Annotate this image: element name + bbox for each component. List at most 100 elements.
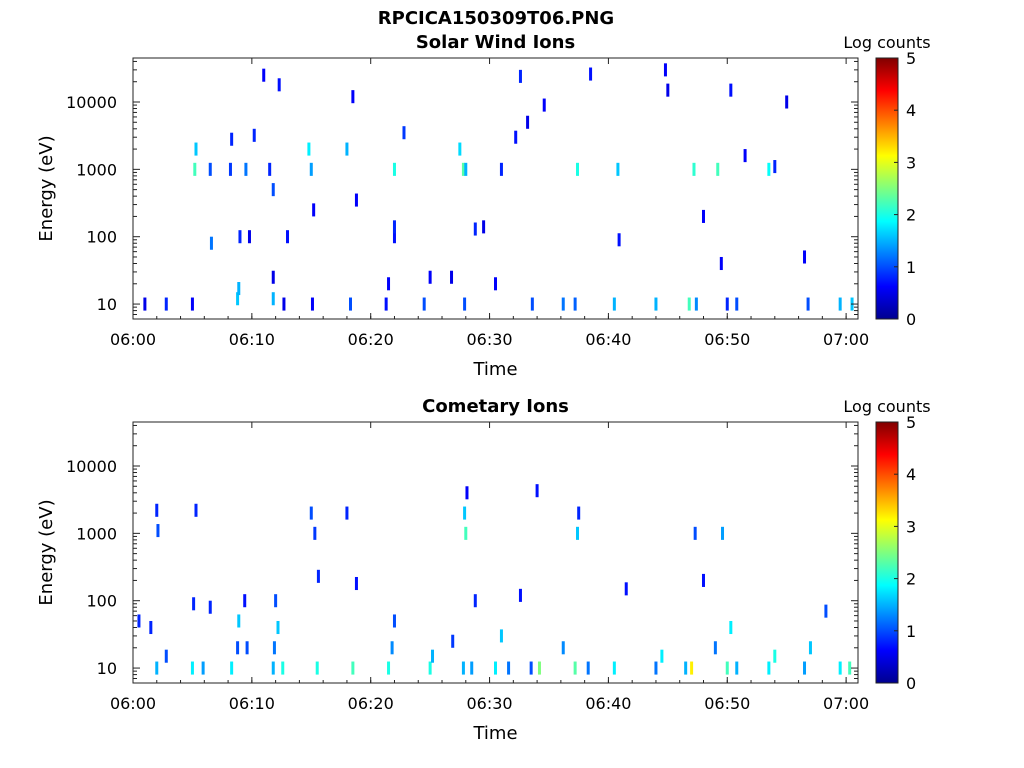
heatmap-cell (494, 277, 497, 291)
heatmap-cell (155, 503, 159, 517)
heatmap-cell (663, 63, 667, 77)
heatmap-cell (773, 160, 777, 174)
heatmap-cell (785, 95, 789, 109)
x-tick-label: 06:40 (585, 330, 631, 349)
heatmap-cell (624, 582, 628, 596)
heatmap-cell (561, 297, 565, 311)
heatmap-cell (542, 98, 546, 112)
heatmap-cell (190, 297, 194, 311)
heatmap-cell (617, 233, 621, 247)
heatmap-cell (576, 526, 580, 540)
colorbar (875, 421, 899, 684)
x-tick-label: 06:10 (229, 694, 275, 713)
heatmap-cell (309, 506, 313, 520)
figure-filename: RPCICA150309T06.PNG (378, 8, 614, 29)
heatmap-cell (838, 297, 842, 311)
heatmap-cell (315, 661, 319, 675)
heatmap-cell (245, 641, 249, 655)
heatmap-cell (573, 661, 577, 675)
heatmap-cell (164, 649, 168, 663)
heatmap-cell (701, 573, 705, 587)
heatmap-cell (518, 69, 522, 83)
heatmap-cell (262, 68, 266, 82)
colorbar-label: Log counts (843, 397, 930, 416)
heatmap-cell (351, 90, 355, 104)
heatmap-cell (271, 292, 275, 306)
heatmap-cell (307, 142, 311, 156)
heatmap-cell (349, 297, 352, 311)
colorbar-tick-label: 5 (906, 49, 916, 68)
heatmap-cell (271, 183, 275, 197)
heatmap-cell (156, 524, 160, 538)
heatmap-cell (803, 250, 807, 264)
heatmap-cell (838, 661, 842, 675)
heatmap-cell (684, 661, 688, 675)
heatmap-cell (354, 576, 358, 591)
colorbar-label: Log counts (843, 33, 930, 52)
heatmap-cell (576, 162, 580, 176)
heatmap-cell (392, 230, 396, 244)
y-axis-label: Energy (eV) (36, 135, 57, 241)
plot-frame (132, 421, 859, 684)
heatmap-cell (464, 526, 468, 540)
heatmap-cell (230, 661, 234, 675)
heatmap-cell (482, 220, 486, 234)
heatmap-cell (654, 297, 658, 311)
heatmap-cell (194, 142, 198, 156)
solar-wind-ions-panel: Solar Wind Ions 06:00 06:10 06:20 06:30 06:40… (36, 32, 931, 380)
heatmap-cell (507, 661, 511, 675)
colorbar (875, 57, 899, 320)
heatmap-cell (692, 162, 696, 176)
heatmap-cell (767, 661, 771, 675)
colorbar-tick-label: 4 (906, 101, 916, 120)
heatmap-cell (164, 297, 168, 311)
heatmap-cell (612, 661, 616, 675)
x-tick-label: 06:10 (229, 330, 275, 349)
x-tick-label: 06:40 (585, 694, 631, 713)
heatmap-cell (276, 620, 280, 635)
heatmap-cell (345, 506, 349, 520)
heatmap-cell (806, 297, 810, 311)
heatmap-cell (463, 506, 467, 520)
heatmap-cell (701, 209, 705, 223)
colorbar-tick-label: 5 (906, 413, 916, 432)
heatmap-cell (155, 661, 159, 675)
panel-title: Solar Wind Ions (416, 32, 575, 53)
heatmap-cell (277, 78, 281, 92)
heatmap-cell (316, 569, 320, 583)
x-axis-label: Time (472, 723, 517, 744)
y-tick-label: 1000 (76, 160, 117, 179)
heatmap-cell (589, 67, 593, 81)
heatmap-cell (345, 142, 349, 156)
heatmap-cell (526, 115, 530, 129)
x-tick-label: 06:50 (704, 694, 750, 713)
heatmap-cell (735, 661, 739, 675)
heatmap-cell (272, 641, 276, 655)
heatmap-cell (282, 297, 286, 311)
heatmap-cell (494, 661, 497, 675)
heatmap-cell (243, 594, 247, 608)
y-tick-label: 10000 (66, 457, 117, 476)
heatmap-cell (687, 297, 691, 311)
heatmap-cell (313, 526, 317, 540)
heatmap-cell (470, 661, 474, 675)
heatmap-cell (268, 162, 272, 176)
heatmap-cell (190, 661, 194, 675)
heatmap-cell (586, 661, 590, 675)
heatmap-cell (236, 292, 240, 306)
heatmap-cell (143, 297, 147, 311)
heatmap-cell (716, 162, 720, 176)
heatmap-cell (236, 641, 240, 655)
heatmap-cell (458, 142, 462, 156)
panel-title: Cometary Ions (422, 396, 569, 417)
heatmap-cell (694, 297, 698, 311)
heatmap-cell (463, 297, 467, 311)
heatmap-cell (577, 506, 581, 520)
y-axis-label: Energy (eV) (36, 499, 57, 605)
y-tick-label: 10000 (66, 93, 117, 112)
heatmap-cell (612, 297, 616, 311)
heatmap-cell (238, 230, 242, 244)
heatmap-cell (518, 588, 522, 602)
heatmap-cell (729, 620, 733, 635)
heatmap-cell (660, 649, 664, 663)
